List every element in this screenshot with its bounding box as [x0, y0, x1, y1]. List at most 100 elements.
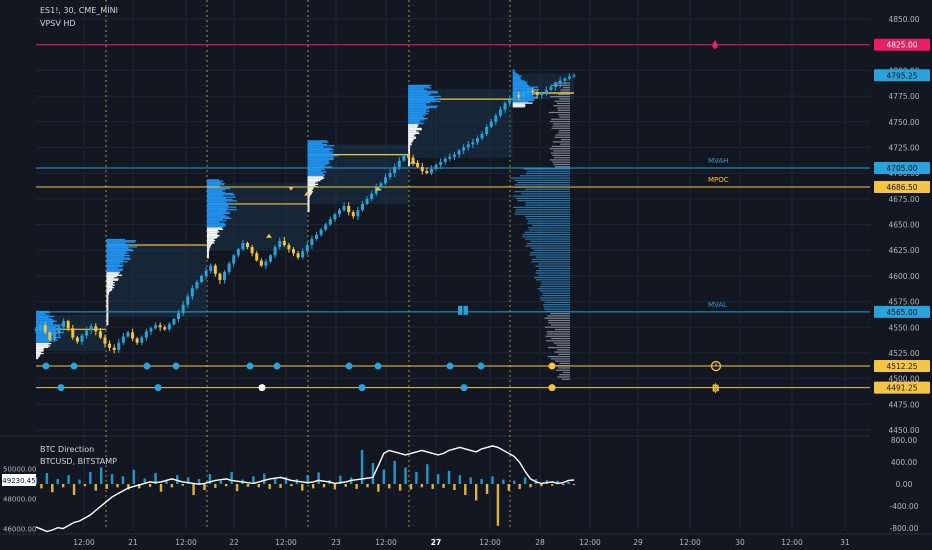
- profile-bar: [36, 357, 38, 360]
- composite-profile-bar: [527, 227, 570, 229]
- candle-body: [397, 160, 401, 167]
- direction-bar: [442, 484, 445, 488]
- candle-body: [287, 245, 291, 250]
- profile-bar: [106, 306, 109, 308]
- direction-bar: [235, 484, 239, 492]
- profile-bar: [106, 257, 131, 259]
- profile-bar: [106, 259, 124, 262]
- profile-bar: [206, 257, 209, 259]
- time-tick-label: 30: [735, 538, 745, 547]
- profile-bar: [307, 201, 310, 203]
- composite-profile-bar: [515, 197, 570, 199]
- direction-bar: [148, 484, 152, 487]
- composite-profile-bar: [549, 148, 570, 150]
- direction-tick-label: 400.00: [891, 458, 917, 467]
- profile-bar: [106, 266, 123, 268]
- profile-bar: [408, 157, 411, 159]
- direction-bar: [192, 484, 195, 495]
- candle-body: [351, 212, 355, 217]
- direction-bar: [431, 484, 434, 489]
- direction-bar: [377, 484, 380, 492]
- profile-bar: [206, 210, 227, 212]
- composite-profile-bar: [542, 292, 570, 294]
- profile-bar: [36, 312, 51, 314]
- direction-bar: [290, 484, 293, 487]
- symbol-title[interactable]: ES1!, 30, CME_MINI: [40, 6, 118, 15]
- candle-body: [296, 253, 300, 258]
- candle-body: [462, 147, 466, 151]
- profile-bar: [206, 200, 237, 202]
- signal-dot-lower: [154, 384, 162, 392]
- price-tag-label: 4795.25: [886, 71, 917, 80]
- price-tick-label: 4650.00: [888, 221, 919, 230]
- profile-bar: [106, 298, 109, 300]
- profile-bar: [408, 136, 416, 138]
- profile-bar: [307, 202, 310, 204]
- composite-profile-bar: [524, 188, 570, 190]
- profile-bar: [206, 237, 217, 239]
- profile-bar: [307, 168, 325, 171]
- profile-bar: [512, 73, 518, 75]
- candle-body: [393, 166, 397, 174]
- profile-bar: [106, 315, 109, 317]
- time-tick-label: 12:00: [679, 538, 701, 547]
- profile-bar: [106, 258, 131, 260]
- candle-body: [448, 156, 452, 159]
- direction-bar: [132, 469, 136, 484]
- profile-bar: [106, 272, 120, 274]
- time-axis: 12:00 21 12:00 22 12:00 23 12:00 27 12:00 28 12:00…: [0, 533, 932, 550]
- composite-profile-bar: [559, 374, 570, 376]
- candle-body: [52, 333, 56, 340]
- price-tag-label: 4825.00: [886, 41, 917, 50]
- profile-bar: [206, 252, 209, 254]
- candle-body: [517, 95, 521, 98]
- composite-profile-bar: [554, 136, 570, 138]
- candle-body: [273, 247, 277, 256]
- signal-dot-upper: [70, 362, 78, 370]
- profile-bar: [106, 263, 120, 265]
- candle-body: [48, 332, 52, 340]
- profile-bar: [36, 339, 58, 341]
- direction-bar: [121, 476, 125, 484]
- time-tick-label: 12:00: [73, 538, 95, 547]
- profile-bar: [408, 116, 425, 119]
- price-tick-label: 4575.00: [888, 298, 919, 307]
- composite-profile-bar: [553, 342, 570, 344]
- profile-bar: [106, 269, 123, 272]
- price-axis-bg: [870, 0, 932, 550]
- composite-profile-bar: [517, 181, 570, 184]
- candle-body: [356, 210, 360, 217]
- direction-bar: [110, 474, 114, 484]
- signal-dots: [42, 362, 556, 392]
- indicator-title[interactable]: VPSV HD: [40, 19, 76, 28]
- direction-bar: [203, 484, 206, 491]
- lower-pane-subtitle[interactable]: BTCUSD, BITSTAMP: [40, 457, 117, 466]
- btc-price-line: [35, 445, 575, 533]
- profile-bar: [408, 143, 412, 146]
- profile-bar: [106, 323, 109, 326]
- composite-profile-bar: [547, 356, 570, 358]
- composite-profile-bar: [553, 82, 570, 84]
- btc-tick-label: 48000.00: [3, 495, 36, 503]
- time-tick-label: 12:00: [579, 538, 601, 547]
- profile-bar: [408, 104, 427, 106]
- composite-profile-bar: [538, 274, 570, 276]
- candle-body: [163, 327, 167, 330]
- profile-bar: [408, 117, 428, 120]
- candle-body: [250, 247, 254, 254]
- composite-profile-bar: [560, 143, 570, 145]
- candle-body: [39, 325, 43, 330]
- composite-profile-bar: [519, 175, 570, 177]
- candle-body: [167, 324, 171, 330]
- direction-tick-label: -800.00: [890, 524, 919, 533]
- profile-bar: [408, 115, 424, 117]
- lower-pane-title[interactable]: BTC Direction: [40, 445, 94, 454]
- profile-bar: [408, 159, 411, 162]
- profile-bar: [36, 347, 44, 350]
- candle-body: [62, 321, 66, 328]
- composite-profile-bar: [529, 254, 570, 256]
- profile-bar: [307, 174, 326, 177]
- composite-profile-bar: [547, 333, 570, 335]
- composite-profile-bar: [534, 276, 570, 279]
